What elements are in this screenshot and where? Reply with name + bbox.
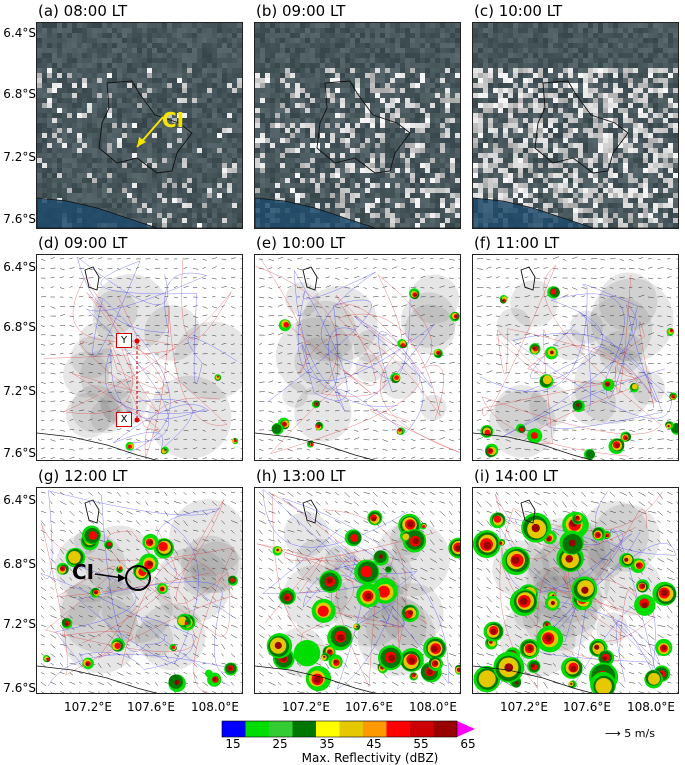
colorbar-segment xyxy=(245,721,269,737)
panel-title-d: (d) 09:00 LT xyxy=(38,234,128,252)
y-tick-row1-3: 7.6°S xyxy=(3,212,36,226)
panel-title-f: (f) 11:00 LT xyxy=(474,234,560,252)
y-tick-row3-0: 6.4°S xyxy=(3,493,36,507)
radar-panel-f xyxy=(472,254,679,461)
colorbar-tick-45: 45 xyxy=(366,737,382,751)
colorbar-segment xyxy=(222,721,246,737)
wind-scale: ⟶ 5 m/s xyxy=(605,727,655,740)
y-tick-row3-1: 6.8°S xyxy=(3,557,36,571)
panel-title-b: (b) 09:00 LT xyxy=(256,2,346,20)
x-tick-h-1: 107.6°E xyxy=(345,700,393,714)
y-tick-row1-2: 7.2°S xyxy=(3,150,36,164)
radar-map-g xyxy=(37,488,242,693)
y-tick-row3-3: 7.6°S xyxy=(3,681,36,695)
radar-panel-i xyxy=(472,487,679,694)
radar-panel-d xyxy=(36,254,243,461)
colorbar-segment xyxy=(410,721,434,737)
panel-title-h: (h) 13:00 LT xyxy=(256,467,346,485)
x-tick-h-0: 107.2°E xyxy=(282,700,330,714)
satellite-panel-c xyxy=(472,22,679,229)
satellite-image-a xyxy=(37,23,242,228)
colorbar-segment xyxy=(316,721,340,737)
x-tick-g-0: 107.2°E xyxy=(64,700,112,714)
point-label-y: Y xyxy=(116,333,132,348)
y-tick-row2-3: 7.6°S xyxy=(3,446,36,460)
panel-title-e: (e) 10:00 LT xyxy=(256,234,346,252)
colorbar-extend-triangle xyxy=(457,721,475,737)
x-tick-i-1: 107.6°E xyxy=(563,700,611,714)
x-tick-h-2: 108.0°E xyxy=(409,700,457,714)
radar-map-d xyxy=(37,255,242,460)
colorbar-tick-25: 25 xyxy=(272,737,288,751)
colorbar-tick-15: 15 xyxy=(225,737,241,751)
y-tick-row2-2: 7.2°S xyxy=(3,384,36,398)
colorbar-title: Max. Reflectivity (dBZ) xyxy=(301,751,439,765)
panel-title-g: (g) 12:00 LT xyxy=(38,467,128,485)
colorbar-tick-35: 35 xyxy=(319,737,335,751)
radar-panel-e xyxy=(254,254,461,461)
colorbar-segment xyxy=(386,721,410,737)
colorbar-segment xyxy=(339,721,363,737)
x-tick-g-1: 107.6°E xyxy=(127,700,175,714)
colorbar-segment xyxy=(292,721,316,737)
y-tick-row1-1: 6.8°S xyxy=(3,87,36,101)
x-tick-i-2: 108.0°E xyxy=(627,700,675,714)
radar-panel-h xyxy=(254,487,461,694)
colorbar-tick-65: 65 xyxy=(460,737,476,751)
point-label-x: X xyxy=(116,412,132,427)
radar-map-e xyxy=(255,255,460,460)
satellite-panel-b xyxy=(254,22,461,229)
y-tick-row3-2: 7.2°S xyxy=(3,617,36,631)
satellite-image-b xyxy=(255,23,460,228)
y-tick-row2-0: 6.4°S xyxy=(3,260,36,274)
ci-label-g: CI xyxy=(72,560,95,584)
panel-title-i: (i) 14:00 LT xyxy=(474,467,559,485)
colorbar-segment xyxy=(363,721,387,737)
wind-scale-arrow-icon: ⟶ xyxy=(605,727,621,740)
y-tick-row2-1: 6.8°S xyxy=(3,320,36,334)
panel-title-a: (a) 08:00 LT xyxy=(38,2,128,20)
radar-map-f xyxy=(473,255,678,460)
x-tick-g-2: 108.0°E xyxy=(191,700,239,714)
wind-scale-label: 5 m/s xyxy=(624,727,655,740)
radar-map-h xyxy=(255,488,460,693)
colorbar-segment xyxy=(433,721,457,737)
colorbar-tick-55: 55 xyxy=(413,737,429,751)
colorbar-segment xyxy=(269,721,293,737)
satellite-panel-a xyxy=(36,22,243,229)
radar-panel-g xyxy=(36,487,243,694)
satellite-image-c xyxy=(473,23,678,228)
radar-map-i xyxy=(473,488,678,693)
colorbar xyxy=(221,720,475,738)
x-tick-i-0: 107.2°E xyxy=(500,700,548,714)
ci-label-a: CI xyxy=(162,108,185,132)
panel-title-c: (c) 10:00 LT xyxy=(474,2,563,20)
y-tick-row1-0: 6.4°S xyxy=(3,26,36,40)
